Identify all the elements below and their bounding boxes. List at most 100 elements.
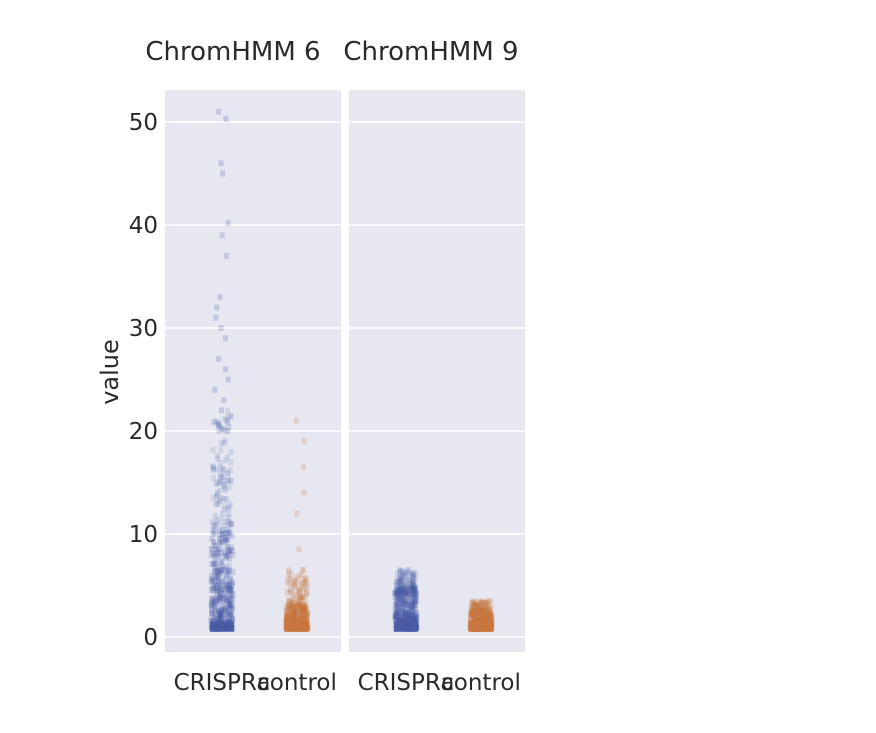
group-CRISPRa [392, 567, 420, 632]
data-point [303, 617, 309, 624]
data-point [412, 587, 418, 594]
data-point [212, 566, 218, 573]
outlier-point [473, 603, 479, 610]
data-point [295, 600, 301, 607]
data-point [400, 571, 406, 578]
data-point [290, 606, 296, 613]
data-point [408, 615, 414, 622]
data-point [404, 617, 410, 624]
data-point [410, 579, 416, 586]
group-CRISPRa [208, 108, 236, 632]
data-point [218, 612, 224, 619]
data-point [225, 587, 231, 594]
data-point [208, 601, 214, 608]
data-point [397, 591, 403, 598]
data-point [230, 591, 236, 598]
data-point [475, 602, 481, 609]
data-point [412, 597, 418, 604]
data-point [396, 579, 402, 586]
data-point [209, 609, 215, 616]
data-point [215, 516, 221, 523]
data-point [298, 610, 304, 617]
data-point [474, 609, 480, 616]
data-point [291, 613, 297, 620]
data-point [400, 594, 406, 601]
data-point [400, 588, 406, 595]
outlier-point [485, 597, 491, 604]
data-point [408, 612, 414, 619]
data-point [212, 418, 218, 425]
data-point [477, 606, 483, 613]
data-point [212, 582, 218, 589]
outlier-point [213, 314, 219, 321]
data-point [473, 609, 479, 616]
data-point [223, 598, 229, 605]
data-point [228, 530, 234, 537]
data-point [289, 607, 295, 614]
data-point [225, 408, 231, 415]
data-point [406, 613, 412, 620]
data-point [224, 582, 230, 589]
data-point [289, 596, 295, 603]
data-point [222, 607, 228, 614]
data-point [413, 591, 419, 598]
data-point [289, 599, 295, 606]
data-point [209, 572, 215, 579]
data-point [399, 594, 405, 601]
data-point [486, 610, 492, 617]
data-point [220, 527, 226, 534]
data-point [304, 617, 310, 624]
data-point [229, 533, 235, 540]
data-point [412, 587, 418, 594]
data-point [299, 615, 305, 622]
data-point [395, 591, 401, 598]
data-point [471, 607, 477, 614]
data-point [227, 548, 233, 555]
data-point [471, 609, 477, 616]
data-point [226, 518, 232, 525]
data-point [301, 606, 307, 613]
data-point [219, 608, 225, 615]
data-point [284, 608, 290, 615]
data-point [406, 577, 412, 584]
data-point [472, 608, 478, 615]
data-point [409, 589, 415, 596]
data-point [392, 591, 398, 598]
data-point [396, 614, 402, 621]
data-point [291, 605, 297, 612]
data-point [479, 599, 485, 606]
data-point [219, 590, 225, 597]
data-point [287, 603, 293, 610]
data-point [392, 613, 398, 620]
data-point [485, 617, 491, 624]
data-point [225, 419, 231, 426]
data-point [222, 503, 228, 510]
data-point [486, 611, 492, 618]
data-point [392, 616, 398, 623]
data-point [468, 612, 474, 619]
data-point [486, 607, 492, 614]
data-point [220, 477, 226, 484]
data-point [394, 593, 400, 600]
data-point [222, 427, 228, 434]
data-point [481, 608, 487, 615]
data-point [289, 606, 295, 613]
data-point [411, 617, 417, 624]
data-point [475, 606, 481, 613]
data-point [211, 539, 217, 546]
data-point [227, 501, 233, 508]
data-point [397, 567, 403, 574]
data-point [400, 571, 406, 578]
data-point [412, 596, 418, 603]
data-point [299, 604, 305, 611]
data-point [397, 567, 403, 574]
data-point [299, 595, 305, 602]
data-point [407, 612, 413, 619]
data-point [397, 576, 403, 583]
data-point [216, 420, 222, 427]
data-point [411, 585, 417, 592]
data-point [485, 610, 491, 617]
data-point [405, 612, 411, 619]
data-point [395, 616, 401, 623]
data-point [209, 463, 215, 470]
